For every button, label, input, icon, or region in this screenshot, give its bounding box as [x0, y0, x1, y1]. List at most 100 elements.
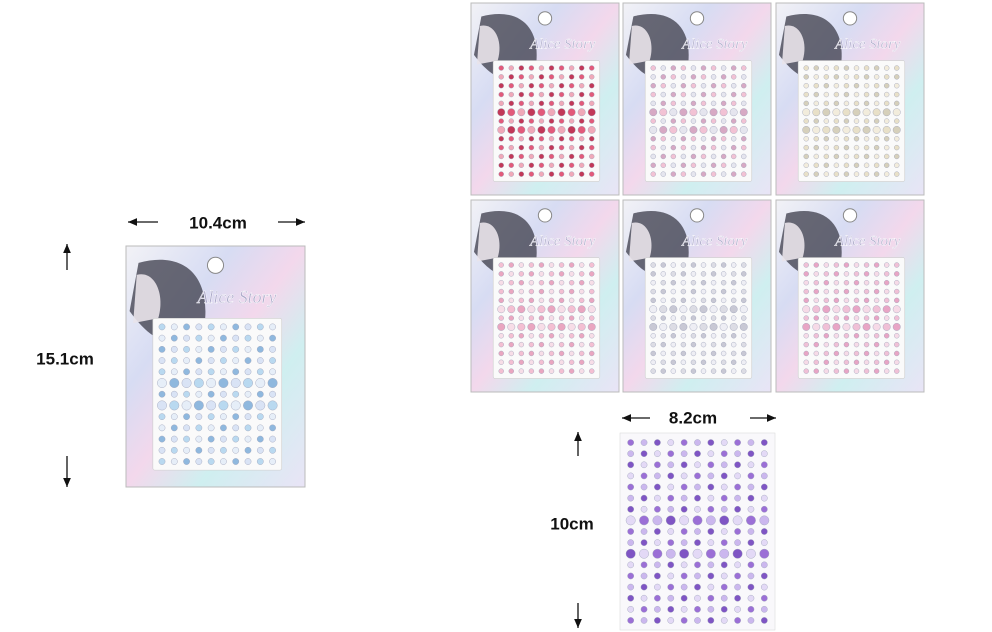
gem	[232, 424, 240, 432]
gem	[710, 162, 717, 168]
gem	[843, 162, 850, 168]
gem	[498, 359, 504, 365]
gem	[690, 341, 697, 348]
gem	[538, 350, 545, 357]
gem	[517, 305, 526, 314]
gem	[747, 494, 755, 502]
gem	[761, 439, 768, 446]
gem	[694, 483, 701, 491]
gem	[734, 483, 741, 491]
gem	[813, 162, 819, 168]
gem	[660, 368, 666, 374]
gem	[883, 162, 890, 168]
gem	[256, 390, 264, 398]
hang-hole	[537, 208, 553, 223]
gem	[873, 350, 880, 357]
gem	[537, 108, 546, 117]
gem	[538, 368, 545, 374]
gem	[813, 359, 819, 365]
gem	[680, 153, 687, 160]
gem	[183, 346, 190, 353]
gem	[538, 83, 545, 89]
gem	[833, 100, 840, 107]
gem	[883, 350, 890, 357]
gem	[627, 472, 634, 480]
gem	[680, 262, 687, 268]
gem	[627, 606, 634, 613]
gem	[195, 390, 203, 398]
gem	[589, 153, 595, 160]
gem	[518, 144, 525, 151]
gem	[568, 136, 575, 142]
gem	[640, 539, 648, 546]
gem	[195, 323, 203, 331]
gem	[734, 617, 741, 624]
gem	[730, 171, 737, 177]
gem	[894, 297, 900, 304]
gem	[707, 439, 715, 446]
gem	[269, 413, 276, 420]
gem	[660, 341, 666, 348]
gem	[853, 144, 860, 151]
gem	[803, 91, 809, 98]
gem	[761, 461, 768, 469]
gem	[853, 359, 860, 365]
gem	[690, 100, 697, 107]
gem	[256, 346, 264, 353]
gem	[627, 494, 634, 502]
gem	[680, 333, 687, 339]
gem	[558, 162, 565, 168]
gem	[527, 305, 536, 314]
gem	[679, 323, 688, 331]
gem	[568, 359, 575, 365]
gem	[853, 271, 860, 277]
gem	[587, 305, 596, 314]
gem	[181, 378, 192, 388]
gem	[627, 439, 634, 446]
gem	[730, 83, 737, 89]
gem	[747, 505, 755, 513]
gem	[207, 323, 215, 331]
gem	[547, 305, 556, 314]
gem	[627, 461, 634, 469]
gem	[833, 153, 840, 160]
gem	[761, 594, 768, 602]
gem	[813, 262, 819, 268]
gem	[852, 323, 861, 331]
gem	[659, 305, 668, 314]
gem	[508, 350, 514, 357]
gem	[220, 368, 227, 376]
gem	[863, 271, 870, 277]
gem	[568, 262, 575, 268]
gem	[853, 341, 860, 348]
gem	[694, 439, 701, 446]
gem	[761, 617, 768, 624]
gem	[670, 368, 677, 374]
gem	[732, 548, 743, 559]
gem	[558, 359, 565, 365]
gem	[700, 297, 707, 304]
gem	[680, 271, 687, 277]
gem	[589, 271, 595, 277]
gem	[498, 341, 504, 348]
gem	[832, 108, 841, 117]
gem	[498, 83, 504, 89]
gem	[823, 65, 830, 71]
gem	[690, 359, 697, 365]
gem	[883, 359, 890, 365]
gem	[654, 572, 661, 580]
gem	[803, 100, 809, 107]
gem	[206, 378, 217, 388]
gem	[640, 561, 648, 569]
gem	[813, 333, 819, 339]
gem	[195, 424, 203, 432]
gem	[170, 357, 178, 364]
gem	[822, 108, 831, 117]
gem	[689, 305, 698, 314]
gem	[813, 297, 819, 304]
gem	[518, 288, 525, 295]
gem	[670, 83, 677, 89]
gem	[720, 606, 728, 613]
gem	[498, 297, 504, 304]
gem	[863, 100, 870, 107]
